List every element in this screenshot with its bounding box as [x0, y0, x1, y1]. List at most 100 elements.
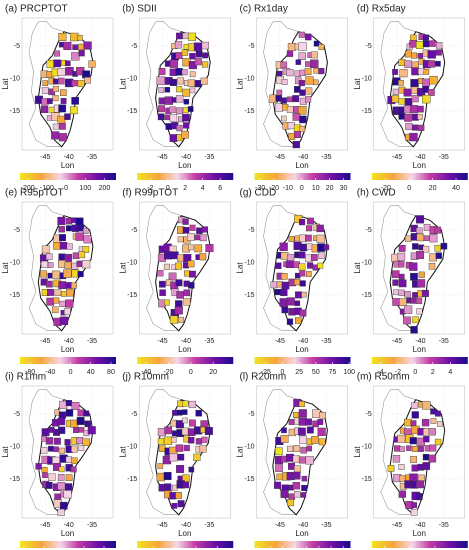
- colorbar-tick-label: 0: [413, 369, 417, 376]
- station-square: [292, 95, 300, 103]
- y-tick-label: -15: [244, 292, 254, 299]
- station-square: [76, 437, 84, 445]
- y-tick-label: -5: [131, 43, 137, 50]
- station-square: [312, 409, 321, 418]
- station-square: [292, 455, 300, 463]
- y-tick-label: -10: [362, 75, 372, 82]
- station-square: [281, 427, 287, 434]
- station-square: [275, 262, 282, 269]
- x-tick-label: -40: [181, 338, 191, 345]
- station-square: [301, 484, 308, 491]
- station-square: [199, 234, 207, 242]
- station-square: [64, 308, 71, 315]
- map-frame: [373, 17, 465, 151]
- colorbar-tick-label: 6: [218, 185, 222, 192]
- station-square: [205, 244, 214, 253]
- station-square: [158, 445, 166, 452]
- station-square: [169, 106, 176, 114]
- station-square: [170, 419, 177, 427]
- station-square: [82, 228, 89, 234]
- station-square: [46, 297, 55, 306]
- x-tick-label: -35: [439, 154, 449, 161]
- station-square: [422, 34, 429, 41]
- x-tick-label: -45: [275, 338, 285, 345]
- station-square: [83, 41, 92, 50]
- station-square: [84, 420, 91, 428]
- station-square: [189, 224, 196, 231]
- station-square: [417, 114, 423, 120]
- map-frame: [256, 201, 348, 335]
- station-square: [175, 420, 184, 429]
- station-square: [187, 260, 195, 268]
- station-square: [399, 475, 406, 482]
- station-square: [71, 445, 78, 453]
- station-square: [409, 39, 418, 48]
- station-square: [175, 95, 184, 103]
- station-square: [47, 288, 54, 296]
- station-square: [412, 316, 419, 324]
- station-square: [40, 260, 48, 268]
- station-square: [280, 489, 289, 498]
- station-square: [158, 87, 165, 93]
- station-square: [201, 41, 209, 50]
- station-square: [398, 113, 405, 120]
- station-square: [65, 409, 74, 417]
- colorbar-tick-label: 30: [340, 185, 348, 192]
- station-square: [164, 114, 171, 121]
- station-square: [63, 490, 72, 499]
- colorbar-tick-label: 25: [295, 369, 303, 376]
- x-axis-label: Lon: [178, 345, 191, 354]
- station-square: [286, 50, 294, 57]
- colorbar-tick-label: 50: [312, 369, 320, 376]
- station-square: [176, 86, 183, 93]
- station-square: [45, 437, 54, 445]
- station-square: [391, 270, 400, 278]
- station-square: [317, 427, 326, 436]
- station-square: [163, 483, 172, 491]
- station-square: [417, 53, 424, 59]
- station-square: [404, 50, 412, 58]
- station-square: [392, 88, 399, 95]
- station-square: [398, 464, 405, 470]
- station-square: [65, 225, 72, 232]
- station-square: [172, 409, 178, 416]
- station-square: [176, 32, 183, 40]
- station-square: [281, 79, 288, 85]
- station-square: [288, 493, 295, 500]
- station-square: [163, 436, 173, 445]
- station-square: [287, 43, 296, 51]
- x-tick-label: -40: [415, 154, 425, 161]
- station-square: [427, 89, 435, 96]
- station-square: [288, 132, 296, 140]
- map-frame: [139, 201, 231, 335]
- station-square: [169, 59, 179, 68]
- station-square: [404, 98, 413, 106]
- station-square: [40, 447, 48, 454]
- station-square: [64, 483, 73, 491]
- state-outline: [145, 204, 182, 331]
- station-square: [76, 417, 85, 425]
- station-square: [410, 297, 417, 304]
- x-tick-label: -45: [158, 522, 168, 529]
- station-square: [300, 492, 307, 498]
- station-square: [398, 279, 407, 288]
- station-square: [176, 291, 184, 299]
- map-frame: [373, 385, 465, 519]
- station-square: [195, 438, 203, 445]
- y-tick-label: -15: [10, 292, 20, 299]
- station-square: [288, 462, 295, 470]
- x-tick-label: -45: [40, 154, 50, 161]
- station-square: [176, 409, 183, 416]
- station-square: [311, 51, 318, 59]
- station-square: [318, 44, 325, 51]
- station-square: [398, 273, 405, 280]
- station-square: [276, 473, 283, 481]
- station-square: [183, 44, 190, 50]
- x-axis-label: Lon: [178, 161, 191, 170]
- station-square: [397, 252, 406, 261]
- station-square: [183, 122, 190, 129]
- panel-title: (i) R1mm: [5, 372, 46, 383]
- station-square: [428, 428, 436, 436]
- station-square: [193, 42, 203, 51]
- station-square: [182, 400, 189, 407]
